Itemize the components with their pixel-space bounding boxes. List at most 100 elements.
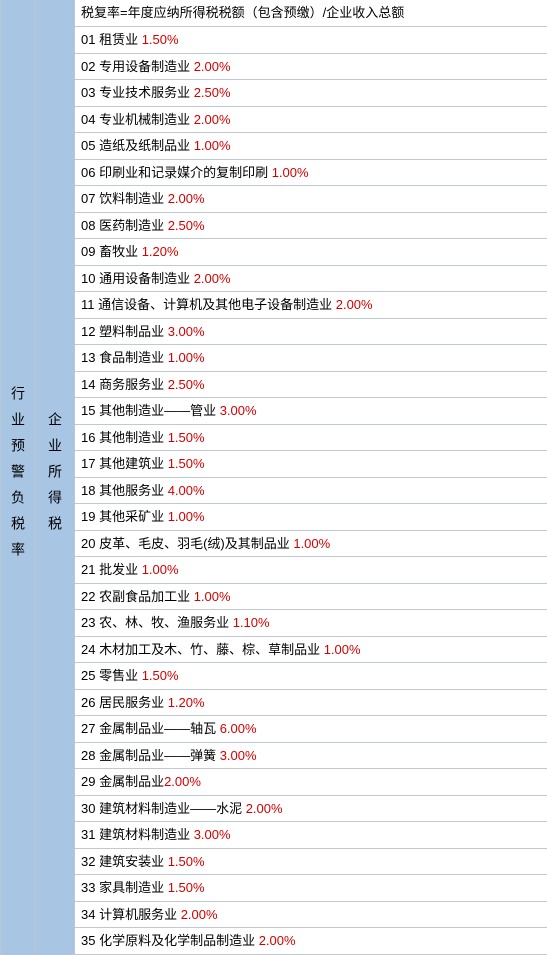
row-rate: 1.10% [233, 615, 270, 630]
row-label: 10 通用设备制造业 [81, 271, 194, 286]
row-label: 06 印刷业和记录媒介的复制印刷 [81, 165, 272, 180]
table-row: 34 计算机服务业 2.00% [75, 902, 547, 929]
table-row: 10 通用设备制造业 2.00% [75, 266, 547, 293]
table-row: 03 专业技术服务业 2.50% [75, 80, 547, 107]
table-row: 13 食品制造业 1.00% [75, 345, 547, 372]
table-row: 27 金属制品业——轴瓦 6.00% [75, 716, 547, 743]
row-rate: 1.00% [168, 350, 205, 365]
row-label: 32 建筑安装业 [81, 854, 168, 869]
tax-rate-table: 行业预警负税率 企业所得税 税复率=年度应纳所得税税额（包含预缴）/企业收入总额… [0, 0, 547, 955]
row-label: 14 商务服务业 [81, 377, 168, 392]
row-rate: 3.00% [220, 403, 257, 418]
row-label: 17 其他建筑业 [81, 456, 168, 471]
row-label: 29 金属制品业 [81, 774, 164, 789]
row-label: 27 金属制品业——轴瓦 [81, 721, 220, 736]
row-label: 03 专业技术服务业 [81, 85, 194, 100]
table-row: 23 农、林、牧、渔服务业 1.10% [75, 610, 547, 637]
category-label-1: 行业预警负税率 [8, 386, 28, 568]
table-row: 14 商务服务业 2.50% [75, 372, 547, 399]
table-row: 17 其他建筑业 1.50% [75, 451, 547, 478]
row-label: 04 专业机械制造业 [81, 112, 194, 127]
rows-container: 01 租赁业 1.50%02 专用设备制造业 2.00%03 专业技术服务业 2… [75, 27, 547, 955]
row-label: 02 专用设备制造业 [81, 59, 194, 74]
table-row: 26 居民服务业 1.20% [75, 690, 547, 717]
table-row: 02 专用设备制造业 2.00% [75, 54, 547, 81]
category-column-2: 企业所得税 [35, 0, 75, 955]
table-row: 28 金属制品业——弹簧 3.00% [75, 743, 547, 770]
row-rate: 2.00% [246, 801, 283, 816]
row-label: 15 其他制造业——管业 [81, 403, 220, 418]
row-label: 16 其他制造业 [81, 430, 168, 445]
row-label: 30 建筑材料制造业——水泥 [81, 801, 246, 816]
table-row: 24 木材加工及木、竹、藤、棕、草制品业 1.00% [75, 637, 547, 664]
table-row: 32 建筑安装业 1.50% [75, 849, 547, 876]
row-rate: 6.00% [220, 721, 257, 736]
row-label: 33 家具制造业 [81, 880, 168, 895]
row-rate: 1.00% [324, 642, 361, 657]
row-rate: 2.00% [336, 297, 373, 312]
row-rate: 2.00% [194, 271, 231, 286]
category-column-1: 行业预警负税率 [0, 0, 35, 955]
row-rate: 1.00% [168, 509, 205, 524]
row-label: 20 皮革、毛皮、羽毛(绒)及其制品业 [81, 536, 293, 551]
row-label: 11 通信设备、计算机及其他电子设备制造业 [81, 297, 336, 312]
row-rate: 1.50% [168, 854, 205, 869]
row-label: 28 金属制品业——弹簧 [81, 748, 220, 763]
category-label-2: 企业所得税 [45, 412, 65, 542]
row-rate: 1.00% [142, 562, 179, 577]
row-label: 24 木材加工及木、竹、藤、棕、草制品业 [81, 642, 324, 657]
row-rate: 2.00% [259, 933, 296, 948]
row-rate: 3.00% [220, 748, 257, 763]
table-row: 15 其他制造业——管业 3.00% [75, 398, 547, 425]
row-label: 08 医药制造业 [81, 218, 168, 233]
row-rate: 1.00% [194, 589, 231, 604]
row-rate: 3.00% [168, 324, 205, 339]
row-rate: 2.50% [168, 218, 205, 233]
table-row: 20 皮革、毛皮、羽毛(绒)及其制品业 1.00% [75, 531, 547, 558]
row-label: 22 农副食品加工业 [81, 589, 194, 604]
row-label: 12 塑料制品业 [81, 324, 168, 339]
table-row: 05 造纸及纸制品业 1.00% [75, 133, 547, 160]
table-row: 33 家具制造业 1.50% [75, 875, 547, 902]
row-label: 26 居民服务业 [81, 695, 168, 710]
row-label: 34 计算机服务业 [81, 907, 181, 922]
row-rate: 1.50% [168, 430, 205, 445]
table-row: 16 其他制造业 1.50% [75, 425, 547, 452]
row-rate: 1.00% [194, 138, 231, 153]
row-rate: 3.00% [194, 827, 231, 842]
table-row: 30 建筑材料制造业——水泥 2.00% [75, 796, 547, 823]
row-rate: 1.50% [142, 668, 179, 683]
row-rate: 2.00% [164, 774, 201, 789]
row-label: 25 零售业 [81, 668, 142, 683]
row-rate: 2.50% [168, 377, 205, 392]
table-row: 18 其他服务业 4.00% [75, 478, 547, 505]
row-label: 35 化学原料及化学制品制造业 [81, 933, 259, 948]
row-label: 21 批发业 [81, 562, 142, 577]
table-row: 21 批发业 1.00% [75, 557, 547, 584]
table-row: 08 医药制造业 2.50% [75, 213, 547, 240]
formula-header: 税复率=年度应纳所得税税额（包含预缴）/企业收入总额 [75, 0, 547, 27]
row-rate: 1.50% [168, 456, 205, 471]
table-row: 22 农副食品加工业 1.00% [75, 584, 547, 611]
row-label: 31 建筑材料制造业 [81, 827, 194, 842]
data-column: 税复率=年度应纳所得税税额（包含预缴）/企业收入总额 01 租赁业 1.50%0… [75, 0, 547, 955]
table-row: 09 畜牧业 1.20% [75, 239, 547, 266]
row-label: 07 饮料制造业 [81, 191, 168, 206]
row-rate: 2.00% [194, 59, 231, 74]
row-rate: 2.00% [194, 112, 231, 127]
row-rate: 1.50% [168, 880, 205, 895]
row-rate: 4.00% [168, 483, 205, 498]
row-label: 18 其他服务业 [81, 483, 168, 498]
table-row: 01 租赁业 1.50% [75, 27, 547, 54]
row-rate: 2.50% [194, 85, 231, 100]
row-rate: 1.00% [293, 536, 330, 551]
row-label: 13 食品制造业 [81, 350, 168, 365]
row-label: 05 造纸及纸制品业 [81, 138, 194, 153]
row-rate: 2.00% [168, 191, 205, 206]
row-rate: 1.50% [142, 32, 179, 47]
table-row: 11 通信设备、计算机及其他电子设备制造业 2.00% [75, 292, 547, 319]
row-rate: 1.20% [142, 244, 179, 259]
table-row: 12 塑料制品业 3.00% [75, 319, 547, 346]
row-label: 19 其他采矿业 [81, 509, 168, 524]
table-row: 04 专业机械制造业 2.00% [75, 107, 547, 134]
